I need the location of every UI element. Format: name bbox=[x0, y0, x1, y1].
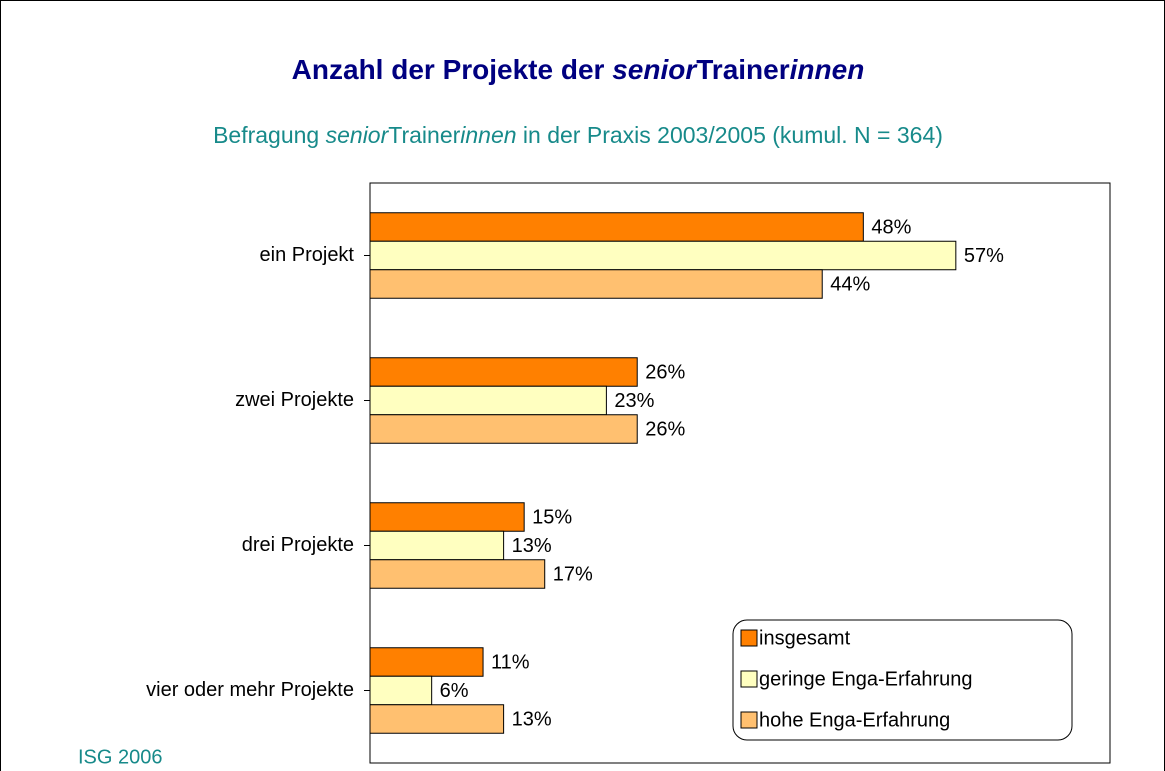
bar bbox=[369, 357, 638, 387]
bar bbox=[369, 502, 525, 532]
legend-label: insgesamt bbox=[759, 627, 851, 649]
value-label: 13% bbox=[512, 708, 552, 730]
value-label: 48% bbox=[871, 216, 911, 238]
title-part: senior bbox=[612, 54, 698, 85]
bar bbox=[369, 647, 484, 677]
chart-subtitle: Befragung seniorTrainerinnen in der Prax… bbox=[213, 122, 943, 148]
bar bbox=[369, 530, 505, 561]
value-label: 13% bbox=[512, 535, 552, 557]
legend-swatch bbox=[740, 670, 758, 688]
subtitle-part: senior bbox=[326, 122, 390, 148]
bar bbox=[369, 240, 957, 271]
bar bbox=[369, 385, 607, 416]
legend-swatch bbox=[740, 629, 758, 647]
legend-label: hohe Enga-Erfahrung bbox=[759, 709, 950, 731]
y-tick-label: zwei Projekte bbox=[235, 389, 354, 411]
value-label: 17% bbox=[553, 563, 593, 585]
bar bbox=[369, 675, 433, 706]
bar bbox=[369, 704, 505, 734]
value-label: 44% bbox=[830, 273, 870, 295]
bar bbox=[369, 414, 638, 444]
value-label: 26% bbox=[645, 418, 685, 440]
legend-swatch bbox=[740, 711, 758, 729]
value-label: 23% bbox=[614, 390, 654, 412]
y-tick-label: vier oder mehr Projekte bbox=[146, 679, 354, 701]
source: ISG 2006 bbox=[78, 746, 163, 768]
title-part: innen bbox=[790, 54, 865, 85]
title-part: Trainer bbox=[696, 54, 789, 85]
value-label: 6% bbox=[440, 680, 469, 702]
subtitle-part: Trainer bbox=[388, 122, 460, 148]
subtitle-part: Befragung bbox=[213, 122, 326, 148]
value-label: 11% bbox=[491, 651, 530, 673]
bar bbox=[369, 269, 823, 299]
chart-title: Anzahl der Projekte der seniorTrainerinn… bbox=[292, 54, 865, 85]
title-part: Anzahl der Projekte der bbox=[292, 54, 613, 85]
value-label: 15% bbox=[532, 506, 572, 528]
subtitle-part: innen bbox=[460, 122, 516, 148]
value-label: 26% bbox=[645, 361, 685, 383]
bar bbox=[369, 212, 864, 242]
subtitle-part: in der Praxis 2003/2005 (kumul. N = 364) bbox=[517, 122, 943, 148]
legend-box bbox=[732, 619, 1073, 741]
y-tick-label: ein Projekt bbox=[260, 244, 355, 266]
y-tick-label: drei Projekte bbox=[242, 534, 354, 556]
value-label: 57% bbox=[964, 245, 1004, 267]
bar bbox=[369, 559, 546, 589]
legend-label: geringe Enga-Erfahrung bbox=[759, 668, 972, 690]
